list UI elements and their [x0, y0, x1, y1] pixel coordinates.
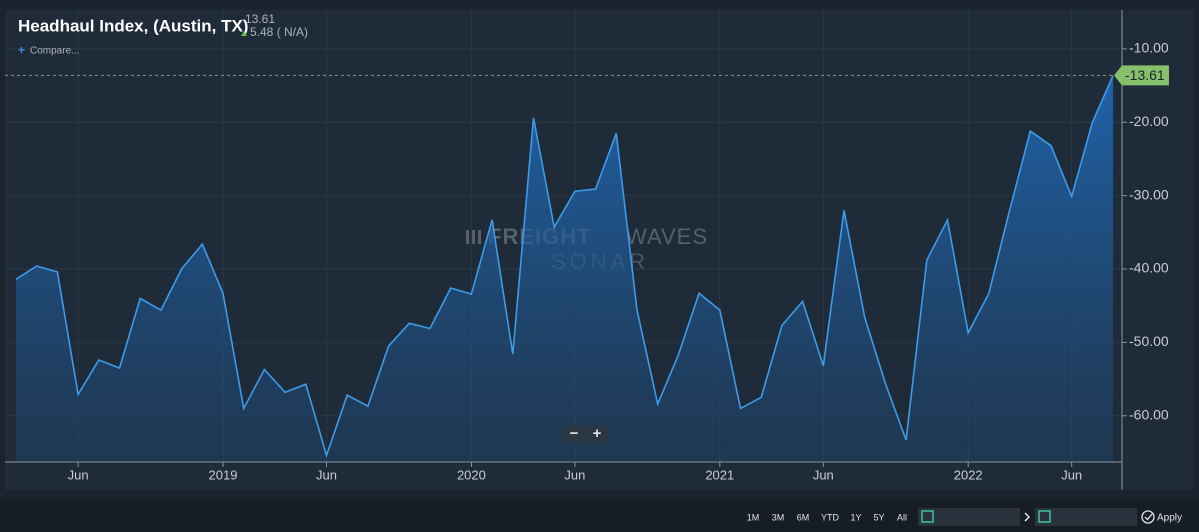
- y-tick-label: -60.00: [1129, 406, 1169, 422]
- watermark-icon: [478, 230, 481, 244]
- compare-button[interactable]: Compare...: [30, 46, 79, 57]
- x-tick-label: Jun: [813, 467, 834, 482]
- date-input[interactable]: [918, 508, 1020, 526]
- x-axis-area: [5, 462, 1122, 490]
- range-button[interactable]: YTD: [821, 512, 840, 522]
- range-button[interactable]: All: [897, 512, 907, 522]
- calendar-icon: [921, 510, 934, 523]
- y-tick-label: -40.00: [1129, 260, 1169, 276]
- compare-plus[interactable]: +: [18, 43, 25, 57]
- calendar-icon: [1038, 510, 1051, 523]
- y-tick-label: -10.00: [1129, 40, 1169, 56]
- change-label: 5.48 ( N/A): [250, 25, 308, 39]
- apply-check: [1144, 513, 1153, 521]
- chart-title: Headhaul Index, (Austin, TX): [18, 16, 248, 35]
- x-tick-label: 2019: [209, 467, 238, 482]
- x-tick-label: Jun: [316, 467, 337, 482]
- zoom: − +: [562, 425, 608, 443]
- x-tick-label: Jun: [1061, 467, 1082, 482]
- watermark-icon: [466, 230, 469, 244]
- zoom-in[interactable]: +: [593, 425, 602, 442]
- range-button[interactable]: 5Y: [873, 512, 884, 522]
- watermark-icon: [472, 230, 475, 244]
- date-input[interactable]: [1035, 508, 1137, 526]
- area-fill: [16, 75, 1114, 463]
- x-tick-label: Jun: [68, 467, 89, 482]
- y-tick-label: -20.00: [1129, 113, 1169, 129]
- watermark-brand: WAVES: [626, 224, 708, 249]
- zoom-box: [562, 425, 608, 443]
- x-tick-label: 2021: [705, 467, 734, 482]
- y-axis-area: [1122, 10, 1194, 490]
- zoom-out[interactable]: −: [570, 425, 579, 442]
- range-button[interactable]: 6M: [797, 512, 810, 522]
- y-tick-label: -30.00: [1129, 186, 1169, 202]
- apply-button[interactable]: Apply: [1157, 513, 1182, 524]
- date-inputs: Apply: [918, 508, 1182, 526]
- x-tick-label: 2020: [457, 467, 486, 482]
- range-arrow: [1024, 512, 1031, 522]
- line: [15, 75, 1114, 459]
- range-button[interactable]: 3M: [772, 512, 785, 522]
- range-button[interactable]: 1Y: [850, 512, 861, 522]
- apply-icon: [1141, 510, 1155, 524]
- x-tick-label: 2022: [954, 467, 983, 482]
- x-tick-label: Jun: [564, 467, 585, 482]
- last-value-label: -13.61: [1125, 67, 1165, 83]
- up-arrow: [241, 31, 247, 36]
- range-button[interactable]: 1M: [747, 512, 760, 522]
- current-value: -13.61: [241, 12, 275, 26]
- y-tick-label: -50.00: [1129, 333, 1169, 349]
- last-value-tag: [1114, 65, 1169, 86]
